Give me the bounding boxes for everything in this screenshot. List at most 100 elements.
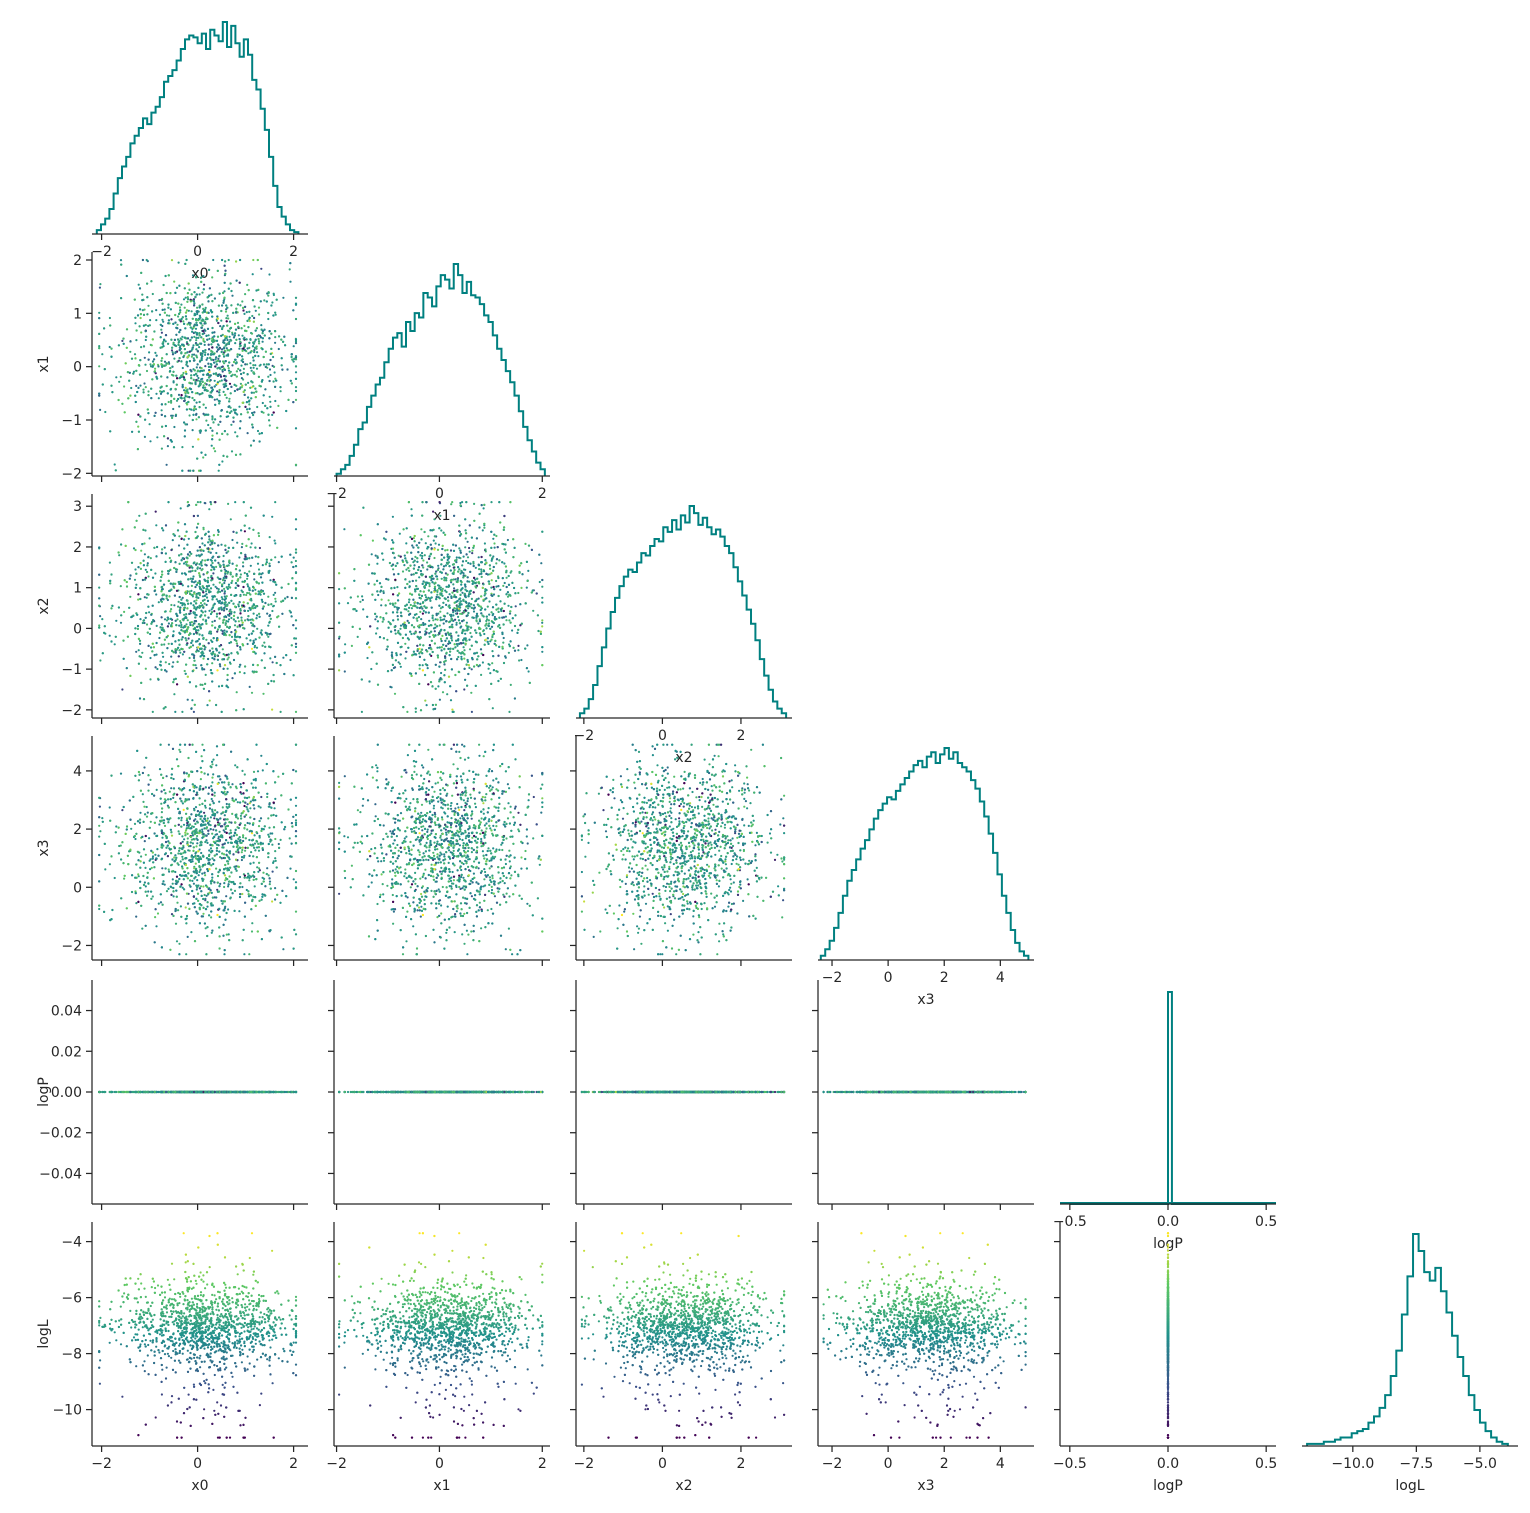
scatter-point	[191, 639, 194, 642]
scatter-point	[198, 594, 201, 597]
scatter-point	[191, 391, 194, 394]
scatter-point	[202, 636, 205, 640]
scatter-point	[170, 259, 174, 262]
scatter-point	[184, 262, 187, 265]
scatter-point	[166, 647, 169, 650]
scatter-point	[244, 665, 247, 668]
scatter-point	[235, 370, 238, 373]
scatter-point	[207, 589, 211, 592]
scatter-point	[466, 556, 470, 559]
scatter-point	[188, 288, 191, 291]
scatter-point	[238, 338, 241, 341]
scatter-point	[219, 665, 222, 668]
scatter-point	[218, 380, 221, 383]
scatter-point	[202, 618, 205, 621]
scatter-point	[170, 399, 173, 403]
scatter-point	[195, 339, 198, 342]
scatter-point	[275, 298, 278, 301]
scatter-point	[234, 582, 238, 585]
scatter-point	[142, 345, 146, 348]
scatter-point	[182, 298, 186, 301]
scatter-point	[208, 287, 211, 290]
scatter-point	[229, 406, 232, 409]
scatter-point	[274, 556, 277, 559]
scatter-point	[192, 298, 195, 301]
scatter-point	[215, 339, 219, 342]
scatter-point	[269, 657, 272, 660]
scatter-point	[434, 626, 437, 629]
scatter-point	[217, 304, 220, 307]
scatter-point	[261, 564, 264, 567]
scatter-point	[176, 614, 179, 618]
scatter-point	[252, 585, 255, 589]
scatter-point	[154, 411, 157, 414]
scatter-point	[182, 371, 185, 375]
scatter-point	[249, 593, 252, 596]
scatter-point	[202, 657, 205, 660]
scatter-point	[172, 322, 175, 325]
scatter-point	[258, 440, 261, 443]
scatter-point	[468, 550, 471, 553]
scatter-point	[439, 610, 442, 613]
scatter-point	[263, 641, 266, 644]
scatter-point	[238, 671, 241, 674]
scatter-point	[274, 600, 277, 603]
scatter-point	[215, 346, 218, 349]
scatter-point	[210, 611, 214, 614]
scatter-point	[195, 607, 198, 610]
scatter-point	[187, 309, 190, 312]
scatter-point	[247, 326, 250, 329]
scatter-point	[294, 371, 298, 374]
scatter-point	[213, 385, 216, 388]
scatter-point	[174, 640, 177, 643]
scatter-point	[155, 375, 158, 378]
scatter-point	[281, 368, 284, 371]
scatter-point	[172, 681, 175, 684]
scatter-point	[294, 528, 298, 531]
scatter-point	[202, 384, 205, 387]
scatter-point	[268, 536, 271, 539]
scatter-point	[274, 399, 277, 403]
scatter-point	[233, 373, 237, 376]
scatter-point	[185, 563, 188, 566]
scatter-point	[110, 640, 113, 643]
scatter-point	[137, 386, 140, 389]
scatter-point	[183, 608, 186, 612]
scatter-point	[212, 372, 215, 375]
scatter-point	[201, 634, 204, 637]
scatter-point	[269, 579, 272, 582]
scatter-point	[144, 323, 147, 327]
scatter-point	[178, 284, 181, 287]
scatter-point	[178, 349, 181, 352]
scatter-point	[225, 347, 228, 350]
scatter-point	[200, 561, 203, 564]
scatter-point	[204, 353, 207, 356]
scatter-point	[186, 560, 189, 564]
scatter-point	[527, 670, 530, 673]
scatter-point	[470, 691, 473, 694]
scatter-point	[185, 408, 188, 411]
scatter-point	[212, 637, 215, 640]
scatter-point	[238, 624, 241, 627]
scatter-point	[199, 627, 202, 630]
scatter-point	[183, 429, 187, 432]
scatter-point	[185, 616, 188, 620]
scatter-point	[278, 335, 281, 338]
scatter-point	[220, 334, 223, 337]
scatter-point	[421, 664, 424, 667]
scatter-point	[183, 399, 186, 403]
scatter-point	[247, 381, 250, 384]
scatter-point	[267, 595, 270, 598]
scatter-point	[235, 375, 238, 378]
scatter-point	[239, 382, 242, 385]
scatter-point	[228, 559, 231, 562]
scatter-point	[439, 661, 442, 664]
scatter-point	[180, 360, 183, 363]
scatter-point	[190, 584, 193, 588]
scatter-point	[212, 421, 215, 424]
scatter-point	[226, 387, 229, 391]
scatter-point	[251, 314, 254, 318]
scatter-point	[420, 551, 424, 555]
scatter-point	[181, 469, 184, 472]
